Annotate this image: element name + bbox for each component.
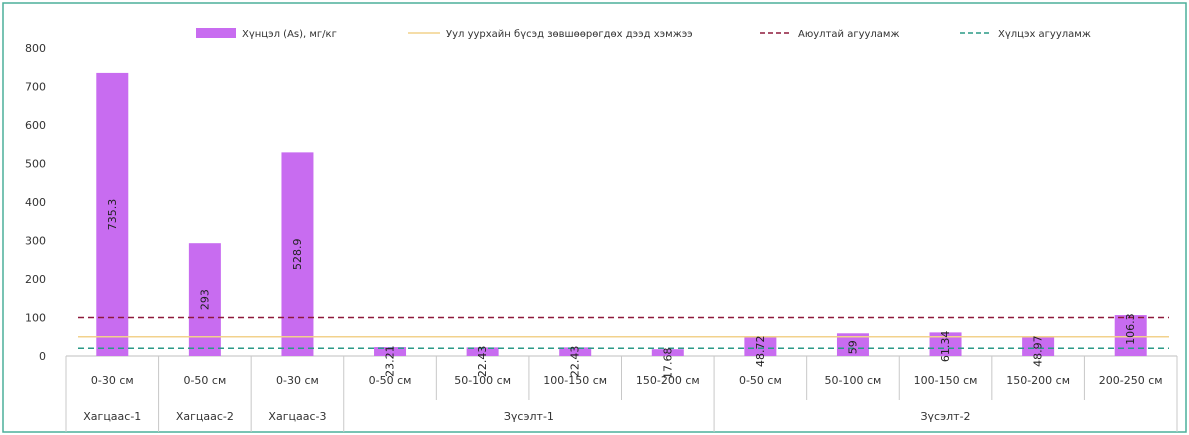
x-tick-label: 0-50 см [739, 374, 782, 387]
data-label: 293 [198, 289, 211, 310]
data-label: 61.34 [939, 331, 952, 363]
bar [281, 152, 314, 356]
y-tick-label: 100 [25, 312, 46, 325]
group-label: Зүсэлт-1 [504, 410, 554, 423]
bar [1114, 315, 1147, 356]
bar [559, 347, 592, 356]
x-tick-label: 50-100 см [454, 374, 511, 387]
group-label: Хагцаас-1 [83, 410, 141, 423]
data-label: 17.68 [661, 347, 674, 379]
x-tick-label: 150-200 см [1006, 374, 1070, 387]
bar [744, 337, 777, 356]
data-label: 23.21 [384, 345, 397, 377]
data-label: 48.97 [1032, 335, 1045, 367]
x-tick-label: 0-30 см [276, 374, 319, 387]
data-label: 22.43 [476, 346, 489, 378]
y-tick-label: 700 [25, 81, 46, 94]
data-label: 106.3 [1124, 313, 1137, 345]
group-label: Хагцаас-2 [176, 410, 234, 423]
data-label: 48.72 [754, 335, 767, 367]
x-tick-label: 50-100 см [825, 374, 882, 387]
bar [96, 72, 129, 357]
y-tick-label: 300 [25, 235, 46, 248]
data-label: 528.9 [291, 238, 304, 270]
group-label: Хагцаас-3 [268, 410, 326, 423]
x-tick-label: 0-50 см [183, 374, 226, 387]
data-label: 735.3 [106, 199, 119, 231]
y-tick-label: 800 [25, 42, 46, 55]
bar [651, 349, 684, 356]
data-label: 59 [846, 340, 859, 354]
legend-label: Хүнцэл (As), мг/кг [242, 29, 337, 40]
legend-label: Хүлцэх агууламж [998, 29, 1091, 40]
bar [466, 347, 499, 356]
bar [929, 332, 962, 356]
bar [836, 333, 869, 356]
x-tick-label: 0-50 см [369, 374, 412, 387]
y-tick-label: 0 [39, 350, 46, 363]
y-tick-label: 400 [25, 196, 46, 209]
legend-label: Уул уурхайн бүсэд зөвшөөрөгдөх дээд хэмж… [446, 29, 693, 40]
y-tick-label: 500 [25, 158, 46, 171]
legend-label: Аюултай агууламж [798, 29, 900, 40]
group-label: Зүсэлт-2 [921, 410, 971, 423]
x-tick-label: 200-250 см [1099, 374, 1163, 387]
x-tick-label: 0-30 см [91, 374, 134, 387]
y-tick-label: 600 [25, 119, 46, 132]
bar [374, 347, 407, 356]
x-tick-label: 100-150 см [914, 374, 978, 387]
bar [1022, 337, 1055, 356]
data-label: 22.43 [569, 346, 582, 378]
x-tick-label: 150-200 см [636, 374, 700, 387]
legend-swatch [196, 28, 236, 38]
x-tick-label: 100-150 см [543, 374, 607, 387]
y-tick-label: 200 [25, 273, 46, 286]
